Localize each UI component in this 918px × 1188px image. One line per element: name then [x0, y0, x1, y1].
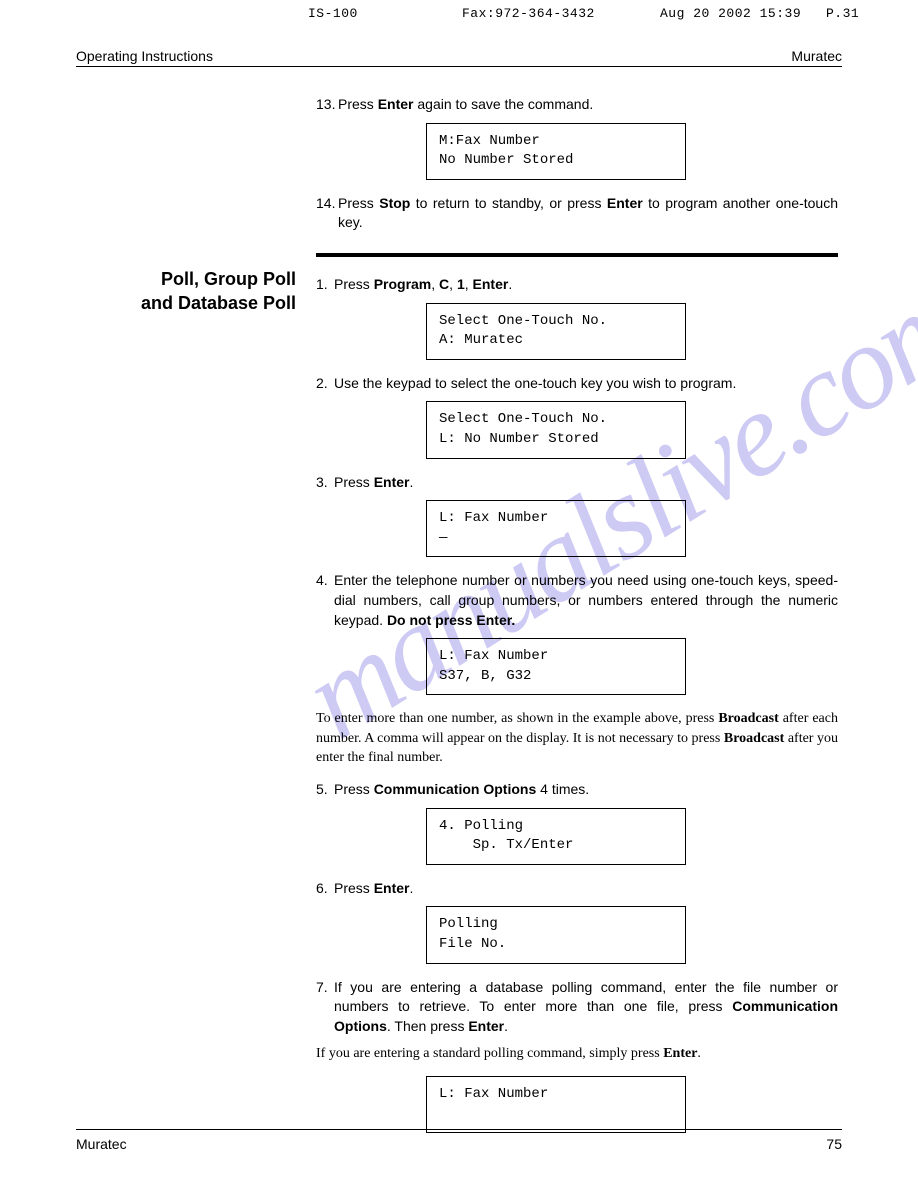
step-1: 1. Press Program, C, 1, Enter. — [316, 275, 838, 295]
lcd-display: Select One-Touch No. L: No Number Stored — [426, 401, 686, 458]
step-number: 2. — [316, 374, 334, 394]
fax-page: P.31 — [826, 6, 859, 21]
page-header: Operating Instructions Muratec — [76, 48, 842, 67]
step-number: 14. — [316, 194, 338, 233]
step-4: 4. Enter the telephone number or numbers… — [316, 571, 838, 630]
fax-number: Fax:972-364-3432 — [462, 6, 595, 21]
step-6: 6. Press Enter. — [316, 879, 838, 899]
step-text: Press Enter. — [334, 473, 838, 493]
step-7: 7. If you are entering a database pollin… — [316, 978, 838, 1037]
lcd-display: Polling File No. — [426, 906, 686, 963]
step-text: Press Program, C, 1, Enter. — [334, 275, 838, 295]
step-5: 5. Press Communication Options 4 times. — [316, 780, 838, 800]
lcd-display: 4. Polling Sp. Tx/Enter — [426, 808, 686, 865]
step-14: 14. Press Stop to return to standby, or … — [316, 194, 838, 233]
step-number: 4. — [316, 571, 334, 630]
step-text: Press Communication Options 4 times. — [334, 780, 838, 800]
section-title: Poll, Group Poll and Database Poll — [76, 267, 296, 316]
lcd-display: L: Fax Number — [426, 1076, 686, 1133]
step-text: Press Stop to return to standby, or pres… — [338, 194, 838, 233]
step-number: 5. — [316, 780, 334, 800]
note-broadcast: To enter more than one number, as shown … — [316, 709, 838, 768]
step-3: 3. Press Enter. — [316, 473, 838, 493]
lcd-display: M:Fax Number No Number Stored — [426, 123, 686, 180]
step-text: Enter the telephone number or numbers yo… — [334, 571, 838, 630]
fax-model: IS-100 — [308, 6, 358, 21]
step-number: 6. — [316, 879, 334, 899]
step-text: If you are entering a database polling c… — [334, 978, 838, 1037]
section-title-text: Poll, Group Poll and Database Poll — [141, 269, 296, 313]
step-13: 13. Press Enter again to save the comman… — [316, 95, 838, 115]
lcd-display: Select One-Touch No. A: Muratec — [426, 303, 686, 360]
step-2: 2. Use the keypad to select the one-touc… — [316, 374, 838, 394]
step-number: 1. — [316, 275, 334, 295]
section-divider — [316, 253, 838, 257]
step-number: 13. — [316, 95, 338, 115]
page-footer: Muratec 75 — [76, 1129, 842, 1152]
header-left: Operating Instructions — [76, 48, 213, 64]
footer-left: Muratec — [76, 1136, 127, 1152]
step-text: Use the keypad to select the one-touch k… — [334, 374, 838, 394]
step-text: Press Enter. — [334, 879, 838, 899]
step-number: 3. — [316, 473, 334, 493]
note-standard-poll: If you are entering a standard polling c… — [316, 1044, 838, 1064]
header-right: Muratec — [791, 48, 842, 64]
lcd-display: L: Fax Number — — [426, 500, 686, 557]
step-text: Press Enter again to save the command. — [338, 95, 838, 115]
lcd-display: L: Fax Number S37, B, G32 — [426, 638, 686, 695]
step-number: 7. — [316, 978, 334, 1037]
footer-page-number: 75 — [826, 1136, 842, 1152]
fax-timestamp: Aug 20 2002 15:39 — [660, 6, 801, 21]
main-content: 13. Press Enter again to save the comman… — [76, 95, 842, 1147]
